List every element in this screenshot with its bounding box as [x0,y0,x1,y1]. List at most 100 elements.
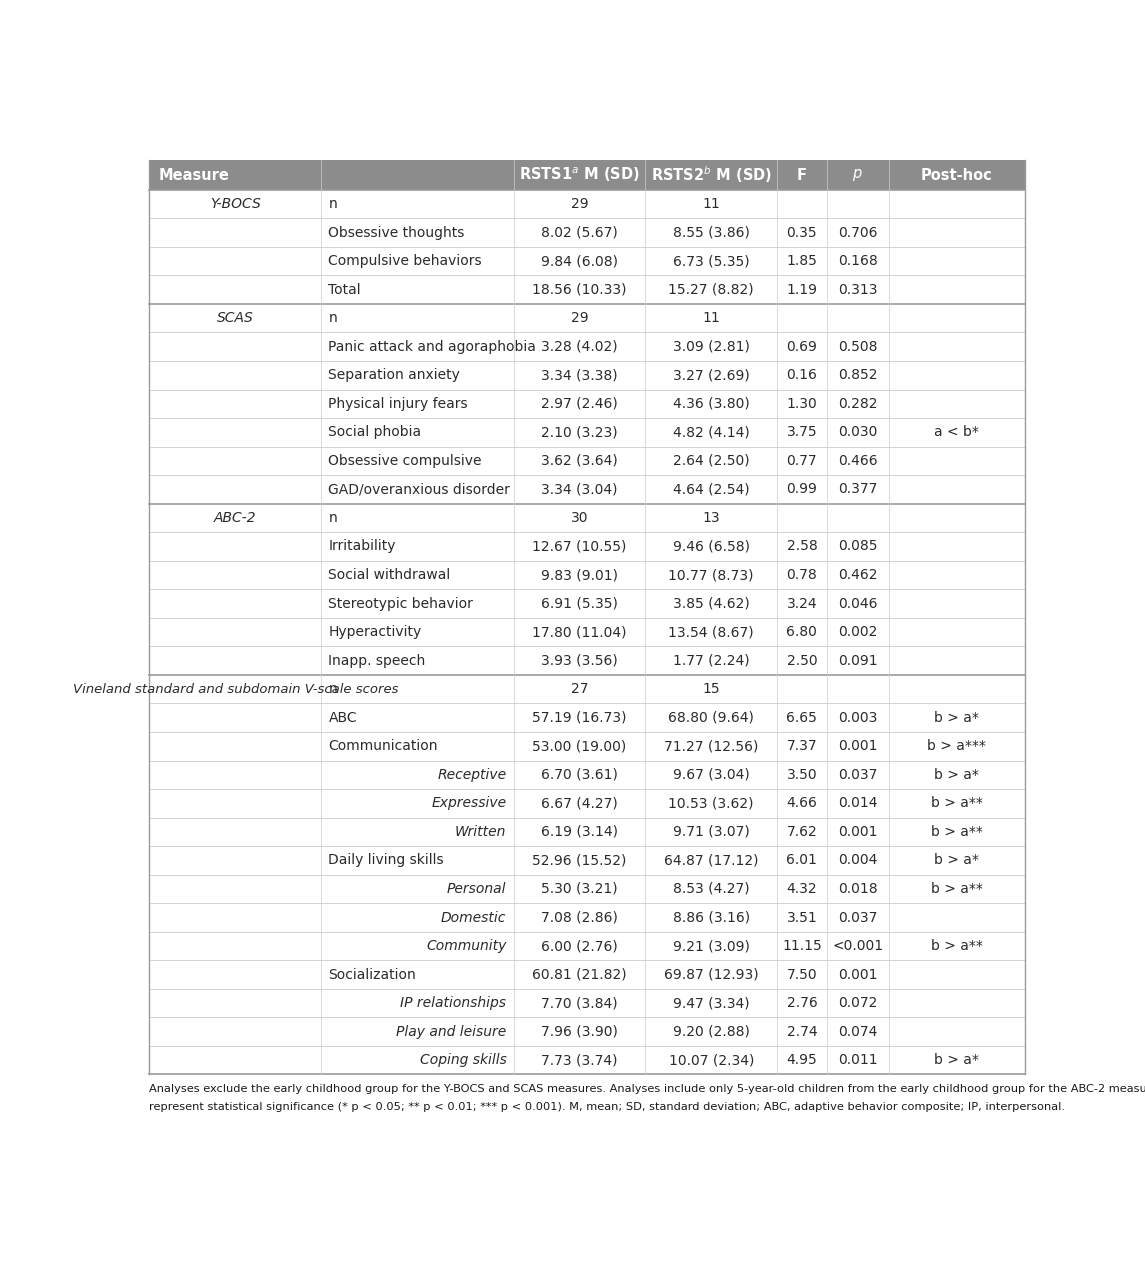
Text: 0.002: 0.002 [838,625,877,639]
Bar [149,219,1025,247]
Text: Domestic: Domestic [441,910,506,925]
Text: 0.313: 0.313 [838,283,877,297]
Text: 9.67 (3.04): 9.67 (3.04) [673,768,750,782]
Text: Communication: Communication [329,739,439,754]
Text: Stereotypic behavior: Stereotypic behavior [329,597,473,611]
Text: Social phobia: Social phobia [329,426,421,440]
Text: 0.77: 0.77 [787,454,818,468]
Text: SCAS: SCAS [216,311,254,325]
Text: a < b*: a < b* [934,426,979,440]
Text: 0.466: 0.466 [838,454,877,468]
Text: 6.19 (3.14): 6.19 (3.14) [540,824,618,838]
Text: 12.67 (10.55): 12.67 (10.55) [532,540,626,553]
Text: represent statistical significance (* p < 0.05; ** p < 0.01; *** p < 0.001). M, : represent statistical significance (* p … [149,1102,1065,1112]
Text: F: F [797,167,807,183]
Text: Social withdrawal: Social withdrawal [329,568,451,583]
Text: Separation anxiety: Separation anxiety [329,368,460,382]
Text: 6.80: 6.80 [787,625,818,639]
Text: 9.46 (6.58): 9.46 (6.58) [673,540,750,553]
Text: 9.71 (3.07): 9.71 (3.07) [673,824,750,838]
Text: Compulsive behaviors: Compulsive behaviors [329,255,482,267]
Text: b > a*: b > a* [934,1053,979,1067]
Text: b > a**: b > a** [931,882,982,896]
Bar [149,790,1025,818]
Text: 5.30 (3.21): 5.30 (3.21) [542,882,618,896]
Text: 7.08 (2.86): 7.08 (2.86) [542,910,618,925]
Text: 1.85: 1.85 [787,255,818,267]
Text: b > a*: b > a* [934,711,979,725]
Text: 2.97 (2.46): 2.97 (2.46) [542,397,618,410]
Text: 9.21 (3.09): 9.21 (3.09) [673,939,750,953]
Text: IP relationships: IP relationships [401,997,506,1010]
Text: 3.28 (4.02): 3.28 (4.02) [542,340,618,354]
Text: 0.004: 0.004 [838,854,877,868]
Text: 3.51: 3.51 [787,910,818,925]
Text: Obsessive compulsive: Obsessive compulsive [329,454,482,468]
Text: Inapp. speech: Inapp. speech [329,653,426,667]
Text: 0.852: 0.852 [838,368,877,382]
Text: 0.074: 0.074 [838,1025,877,1039]
Bar [149,732,1025,760]
Bar [149,275,1025,303]
Bar [149,1017,1025,1046]
Text: 0.011: 0.011 [838,1053,877,1067]
Text: 9.83 (9.01): 9.83 (9.01) [540,568,618,583]
Text: b > a*: b > a* [934,854,979,868]
Text: 7.70 (3.84): 7.70 (3.84) [542,997,618,1010]
Text: 0.377: 0.377 [838,482,877,496]
Text: Physical injury fears: Physical injury fears [329,397,468,410]
Text: Receptive: Receptive [437,768,506,782]
Text: 69.87 (12.93): 69.87 (12.93) [664,967,758,981]
Text: 15: 15 [702,682,720,696]
Text: 4.32: 4.32 [787,882,818,896]
Text: 60.81 (21.82): 60.81 (21.82) [532,967,626,981]
Text: Written: Written [455,824,506,838]
Text: 13: 13 [702,511,720,525]
Bar [149,418,1025,446]
Text: Daily living skills: Daily living skills [329,854,444,868]
Text: Play and leisure: Play and leisure [396,1025,506,1039]
Bar [149,647,1025,675]
Text: n: n [329,511,338,525]
Text: 0.014: 0.014 [838,796,877,810]
Text: <0.001: <0.001 [832,939,883,953]
Text: 13.54 (8.67): 13.54 (8.67) [669,625,755,639]
Text: 0.046: 0.046 [838,597,877,611]
Text: Hyperactivity: Hyperactivity [329,625,421,639]
Text: 4.36 (3.80): 4.36 (3.80) [673,397,750,410]
Bar [149,532,1025,561]
Text: 0.508: 0.508 [838,340,877,354]
Text: Socialization: Socialization [329,967,417,981]
Bar [149,846,1025,874]
Text: 0.085: 0.085 [838,540,877,553]
Text: 0.037: 0.037 [838,910,877,925]
Bar [149,589,1025,617]
Text: 9.20 (2.88): 9.20 (2.88) [673,1025,750,1039]
Text: 6.65: 6.65 [787,711,818,725]
Text: 0.78: 0.78 [787,568,818,583]
Bar [149,361,1025,390]
Text: Personal: Personal [447,882,506,896]
Text: $p$: $p$ [852,167,863,183]
Text: 4.82 (4.14): 4.82 (4.14) [673,426,750,440]
Text: 7.73 (3.74): 7.73 (3.74) [542,1053,617,1067]
Bar [149,504,1025,532]
Text: 0.35: 0.35 [787,225,818,239]
Bar [149,675,1025,703]
Text: 2.64 (2.50): 2.64 (2.50) [673,454,750,468]
Bar [149,961,1025,989]
Bar [149,446,1025,475]
Text: 3.62 (3.64): 3.62 (3.64) [542,454,618,468]
Text: 7.37: 7.37 [787,739,818,754]
Text: 30: 30 [570,511,589,525]
Text: 0.037: 0.037 [838,768,877,782]
Text: 29: 29 [570,197,589,211]
Text: 7.62: 7.62 [787,824,818,838]
Bar [149,989,1025,1017]
Text: 17.80 (11.04): 17.80 (11.04) [532,625,626,639]
Text: 9.84 (6.08): 9.84 (6.08) [540,255,618,267]
Text: ABC: ABC [329,711,357,725]
Text: b > a**: b > a** [931,796,982,810]
Text: 9.47 (3.34): 9.47 (3.34) [673,997,750,1010]
Text: 3.50: 3.50 [787,768,818,782]
